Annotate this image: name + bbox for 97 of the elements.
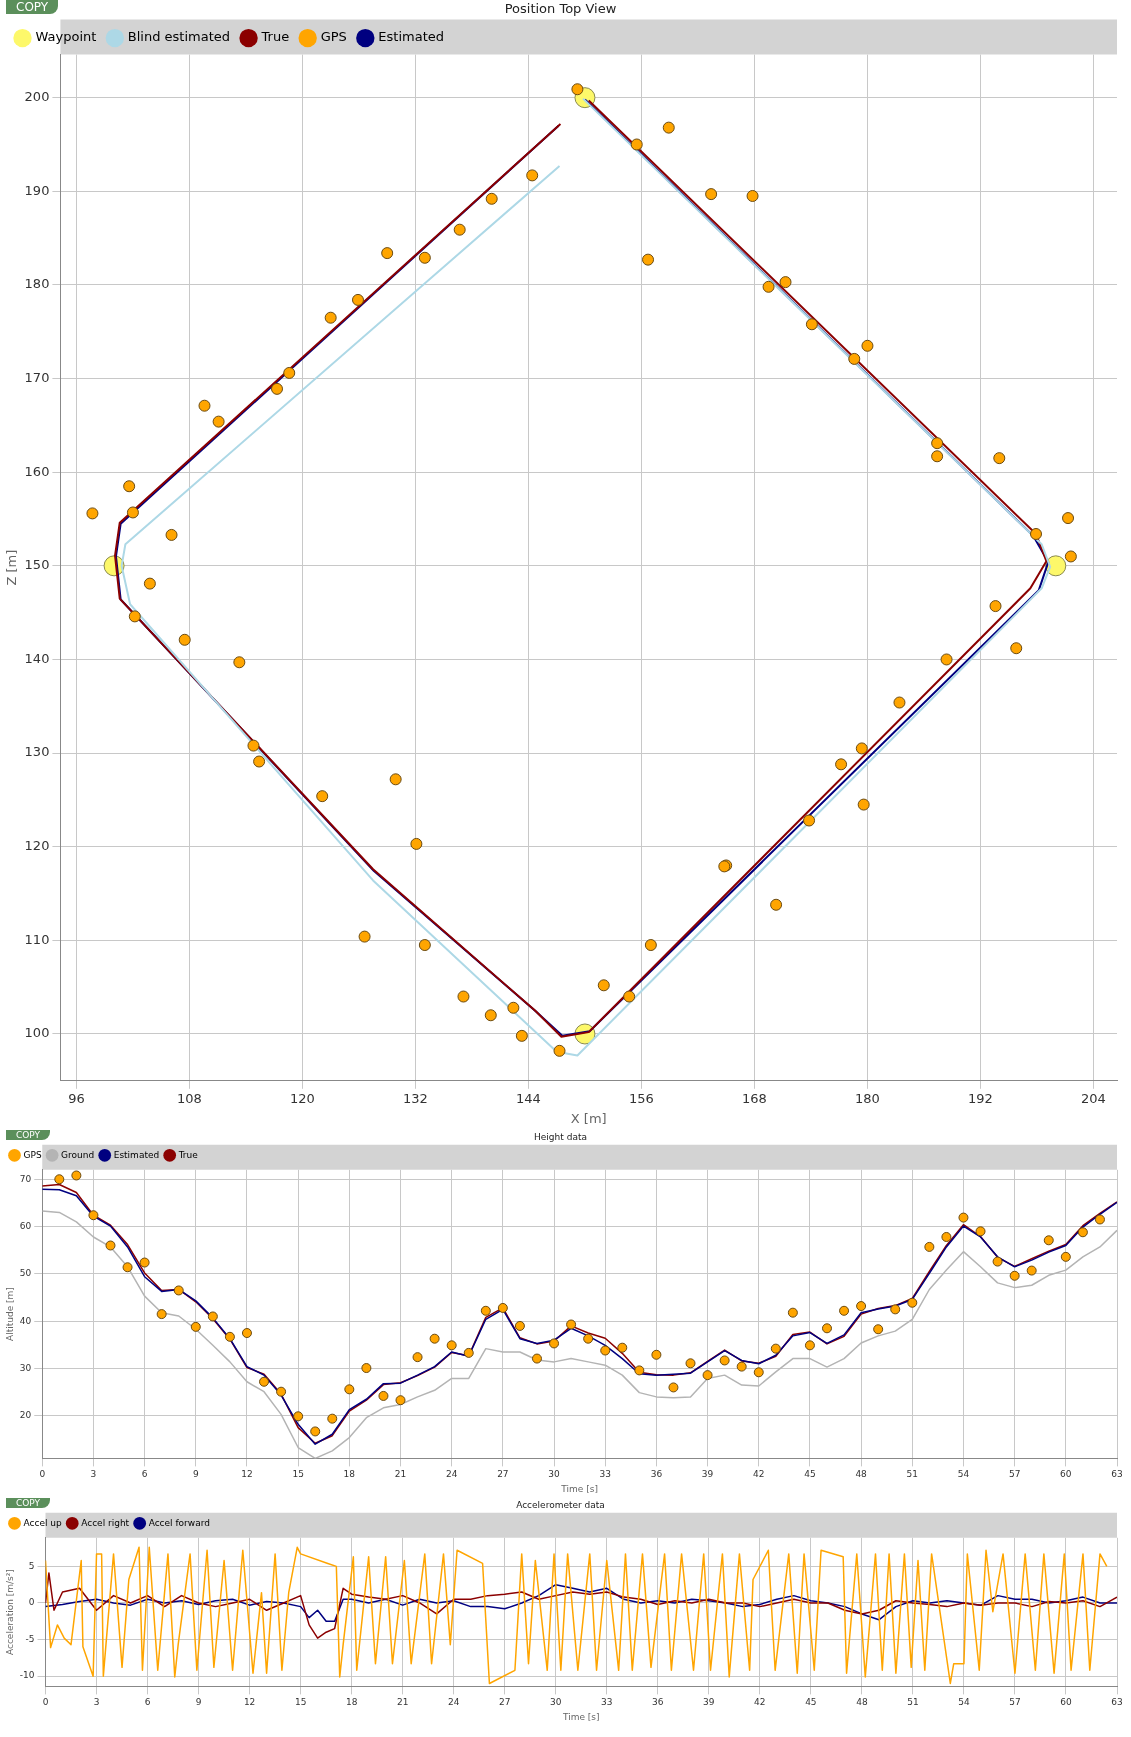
x-tick-label: 39 (701, 1469, 714, 1480)
y-tick-label: 110 (24, 931, 50, 947)
y-tick-label: 140 (24, 650, 50, 666)
legend-label: Estimated (113, 1149, 160, 1160)
y-tick-label: 200 (24, 89, 50, 105)
y-tick-label: 20 (19, 1410, 32, 1421)
copy-button: COPY (6, 0, 59, 14)
x-tick-label: 168 (742, 1090, 767, 1106)
x-tick-label: 45 (805, 1697, 817, 1708)
x-tick-label: 12 (243, 1697, 256, 1708)
legend-label: Waypoint (35, 29, 97, 45)
x-tick-label: 6 (141, 1469, 148, 1480)
legend-label: GPS (320, 29, 347, 45)
y-axis-title: Z [m] (4, 549, 20, 586)
y-axis-title: Acceleration [m/s²] (4, 1569, 15, 1656)
x-tick-label: 18 (345, 1697, 358, 1708)
x-tick-label: 60 (1060, 1697, 1072, 1708)
y-tick-label: 190 (24, 182, 50, 198)
x-tick-label: 21 (396, 1697, 409, 1708)
x-tick-label: 27 (498, 1697, 511, 1708)
y-tick-label: 180 (24, 276, 50, 292)
y-tick-label: 150 (24, 557, 50, 573)
x-tick-label: 204 (1081, 1090, 1106, 1106)
y-tick-label: 5 (28, 1560, 35, 1571)
legend-label: True (260, 29, 290, 45)
legend-label: Accel up (23, 1517, 62, 1528)
y-tick-label: 100 (24, 1025, 50, 1041)
x-tick-label: 24 (445, 1469, 458, 1480)
x-tick-label: 27 (497, 1469, 509, 1480)
x-tick-label: 9 (195, 1697, 202, 1708)
x-tick-label: 36 (650, 1469, 663, 1480)
x-tick-label: 42 (754, 1697, 766, 1708)
x-tick-label: 24 (447, 1697, 460, 1708)
x-tick-label: 36 (652, 1697, 664, 1708)
x-tick-label: 54 (958, 1697, 970, 1708)
x-tick-label: 21 (394, 1469, 407, 1480)
x-tick-label: 60 (1060, 1469, 1072, 1480)
y-tick-label: -10 (19, 1670, 35, 1681)
x-tick-label: 9 (192, 1469, 199, 1480)
x-tick-label: 57 (1009, 1697, 1021, 1708)
y-tick-label: 120 (24, 838, 50, 854)
x-tick-label: 39 (703, 1697, 715, 1708)
y-tick-label: 160 (24, 463, 50, 479)
x-tick-label: 180 (855, 1090, 880, 1106)
y-tick-label: 0 (28, 1597, 35, 1608)
x-tick-label: 63 (1111, 1469, 1123, 1480)
y-tick-label: 40 (19, 1315, 32, 1326)
legend-label: Accel right (81, 1517, 130, 1528)
x-tick-label: 96 (68, 1090, 85, 1106)
x-tick-label: 144 (516, 1090, 541, 1106)
legend-label: Accel forward (148, 1517, 210, 1528)
x-tick-label: 192 (968, 1090, 993, 1106)
x-tick-label: 30 (550, 1697, 562, 1708)
x-tick-label: 156 (629, 1090, 654, 1106)
x-tick-label: 30 (548, 1469, 561, 1480)
y-tick-label: 30 (19, 1362, 32, 1373)
x-tick-label: 132 (403, 1090, 428, 1106)
x-axis-title: X [m] (570, 1110, 607, 1126)
x-axis-title: Time [s] (560, 1483, 598, 1494)
y-tick-label: 60 (19, 1220, 32, 1231)
x-tick-label: 63 (1111, 1697, 1123, 1708)
x-tick-label: 42 (753, 1469, 765, 1480)
x-tick-label: 120 (290, 1090, 315, 1106)
x-tick-label: 33 (601, 1697, 613, 1708)
x-tick-label: 57 (1008, 1469, 1021, 1480)
legend-label: Estimated (378, 29, 445, 45)
x-tick-label: 15 (294, 1697, 307, 1708)
y-tick-label: 130 (24, 744, 50, 760)
copy-button: COPY (6, 1130, 51, 1140)
x-tick-label: 45 (804, 1469, 816, 1480)
chart-title: Accelerometer data (516, 1499, 605, 1510)
x-tick-label: 48 (856, 1697, 868, 1708)
y-tick-label: 170 (24, 369, 50, 385)
x-tick-label: 15 (292, 1469, 304, 1480)
x-tick-label: 48 (855, 1469, 868, 1480)
chart-title: Position Top View (504, 1, 617, 17)
x-tick-label: 18 (343, 1469, 356, 1480)
x-tick-label: 3 (90, 1469, 97, 1480)
chart-title: Height data (534, 1131, 587, 1142)
legend-label: Ground (61, 1149, 95, 1160)
legend-label: True (177, 1149, 199, 1160)
x-tick-label: 12 (241, 1469, 253, 1480)
y-tick-label: 50 (19, 1268, 32, 1279)
x-tick-label: 51 (907, 1697, 919, 1708)
copy-button: COPY (6, 1498, 51, 1508)
x-tick-label: 3 (93, 1697, 100, 1708)
y-tick-label: -5 (25, 1633, 35, 1644)
x-axis-title: Time [s] (561, 1711, 600, 1722)
legend-label: GPS (23, 1149, 42, 1160)
y-axis-title: Altitude [m] (4, 1287, 15, 1342)
legend-label: Blind estimated (127, 29, 231, 45)
x-tick-label: 108 (177, 1090, 202, 1106)
x-tick-label: 51 (906, 1469, 919, 1480)
x-tick-label: 33 (599, 1469, 611, 1480)
x-tick-label: 54 (957, 1469, 970, 1480)
x-tick-label: 6 (144, 1697, 151, 1708)
y-tick-label: 70 (19, 1173, 32, 1184)
